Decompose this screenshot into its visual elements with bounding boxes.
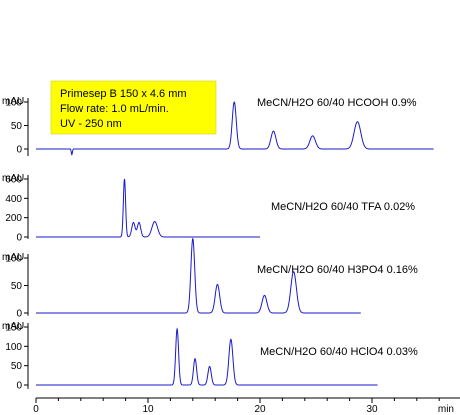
panel-4-y-tick-label: 100 [5, 342, 22, 353]
x-tick-label: 10 [142, 404, 154, 415]
panel-1-y-tick-label: 100 [5, 98, 22, 109]
panel-1-title: MeCN/H2O 60/40 HCOOH 0.9% [257, 97, 417, 109]
info-line-column: Primesep B 150 x 4.6 mm [60, 88, 187, 100]
panel-2-y-tick-label: 0 [16, 233, 22, 244]
info-line-flow-rate: Flow rate: 1.0 mL/min. [60, 103, 169, 115]
x-tick-label: 30 [366, 404, 378, 415]
panel-4-y-unit-label: mAU [2, 321, 24, 332]
info-box-background [50, 80, 217, 135]
panel-4-y-tick-label: 150 [5, 323, 22, 334]
panel-2-y-tick-label: 600 [5, 175, 22, 186]
panel-1-y-unit-label: mAU [2, 96, 24, 107]
panel-1-trace [36, 101, 434, 156]
panel-4-y-tick-label: 0 [16, 381, 22, 392]
panel-3-title: MeCN/H2O 60/40 H3PO4 0.16% [257, 264, 418, 276]
panel-4-trace [36, 327, 378, 386]
panel-3-trace [36, 237, 361, 314]
x-unit-label: min [438, 404, 454, 415]
panel-3-y-unit-label: mAU [2, 252, 24, 263]
panel-3-y-tick-label: 50 [11, 281, 23, 292]
panel-1-y-tick-label: 0 [16, 145, 22, 156]
panel-1-y-tick-label: 50 [11, 121, 23, 132]
panel-2-trace [36, 178, 260, 238]
x-tick-label: 0 [33, 404, 39, 415]
panel-2-title: MeCN/H2O 60/40 TFA 0.02% [271, 201, 415, 213]
panel-3-y-tick-label: 100 [5, 254, 22, 265]
panel-2-y-unit-label: mAU [2, 173, 24, 184]
panel-4-title: MeCN/H2O 60/40 HClO4 0.03% [260, 346, 418, 358]
x-tick-label: 20 [254, 404, 266, 415]
panel-3-y-tick-label: 0 [16, 309, 22, 320]
panel-2-y-tick-label: 200 [5, 213, 22, 224]
panel-2-y-tick-label: 400 [5, 194, 22, 205]
x-axis: 010203040min [33, 397, 460, 415]
info-line-detection: UV - 250 nm [60, 118, 122, 130]
panel-4-y-tick-label: 50 [11, 361, 23, 372]
info-box: Primesep B 150 x 4.6 mm Flow rate: 1.0 m… [50, 80, 217, 135]
